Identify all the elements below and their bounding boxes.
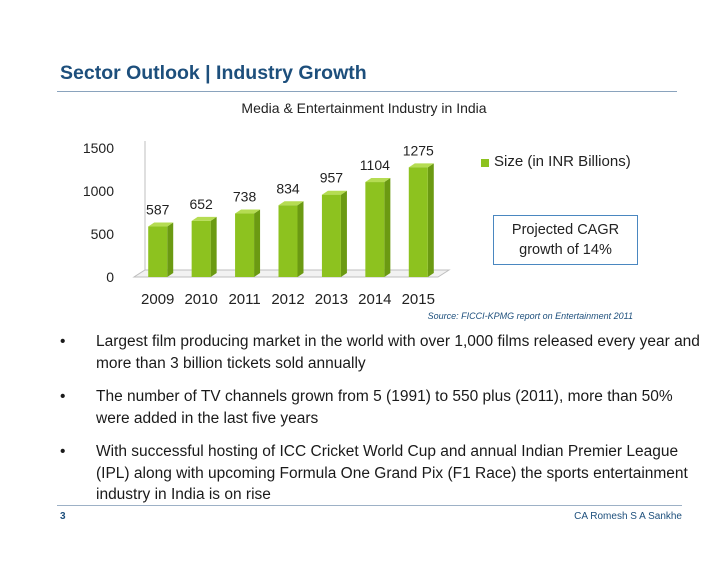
legend-swatch <box>481 158 489 167</box>
bullet-list: • Largest film producing market in the w… <box>60 331 700 518</box>
bar-chart: 0 500 1000 1500 587 2009 652 2010 738 2011 834 2012… <box>83 140 451 308</box>
x-tick-label: 2012 <box>271 291 304 308</box>
bar-top <box>321 190 347 195</box>
x-tick-label: 2014 <box>358 291 391 308</box>
chart-back-wall <box>133 141 146 278</box>
chart-title: Media & Entertainment Industry in India <box>241 100 487 116</box>
bar-top <box>365 178 391 183</box>
bar-side <box>210 216 217 277</box>
bar-top <box>148 222 174 227</box>
y-tick-label: 1000 <box>83 183 114 199</box>
data-label: 834 <box>276 180 300 196</box>
footer-author: CA Romesh S A Sankhe <box>574 511 682 522</box>
bar-top <box>191 216 217 221</box>
bar <box>408 167 428 277</box>
bar-top <box>278 201 304 206</box>
x-tick-label: 2009 <box>141 291 174 308</box>
bullet-marker: • <box>60 333 66 350</box>
chart-legend: Size (in INR Billions) <box>481 153 631 170</box>
cagr-line-1: Projected CAGR <box>511 222 620 238</box>
data-label: 652 <box>189 196 213 212</box>
x-tick-label: 2010 <box>184 291 217 308</box>
footer-divider <box>57 505 682 506</box>
slide-title: Sector Outlook | Industry Growth <box>60 62 367 84</box>
data-label: 1275 <box>403 142 434 158</box>
source-note: Source: FICCI-KPMG report on Entertainme… <box>427 311 633 321</box>
data-label: 738 <box>233 189 257 205</box>
bar-top <box>408 163 434 168</box>
cagr-callout: Projected CAGR growth of 14% <box>493 215 638 265</box>
y-tick-label: 1500 <box>83 140 114 156</box>
bar-side <box>297 201 304 277</box>
bar <box>191 220 211 277</box>
bar-side <box>427 163 434 277</box>
y-tick-label: 0 <box>106 269 114 285</box>
y-tick-label: 500 <box>91 226 115 242</box>
page-number: 3 <box>60 511 66 522</box>
bar-side <box>340 190 347 277</box>
bar <box>365 182 385 277</box>
bullet-text: With successful hosting of ICC Cricket W… <box>96 443 688 503</box>
bar <box>278 205 298 277</box>
x-tick-label: 2011 <box>228 291 260 308</box>
bar-side <box>167 222 174 277</box>
bullet-item: • The number of TV channels grown from 5… <box>60 386 700 429</box>
bar <box>148 226 168 277</box>
bullet-text: Largest film producing market in the wor… <box>96 333 700 372</box>
x-tick-label: 2013 <box>315 291 348 308</box>
title-divider <box>57 91 677 92</box>
x-tick-label: 2015 <box>402 291 435 308</box>
bar-side <box>384 178 391 277</box>
bullet-text: The number of TV channels grown from 5 (… <box>96 388 673 427</box>
bar <box>235 213 255 277</box>
bar-side <box>254 209 261 277</box>
legend-label: Size (in INR Billions) <box>494 153 631 170</box>
bar <box>321 194 341 277</box>
bullet-marker: • <box>60 443 66 460</box>
bullet-item: • Largest film producing market in the w… <box>60 331 700 374</box>
bar-top <box>235 209 261 214</box>
bullet-marker: • <box>60 388 66 405</box>
bullet-item: • With successful hosting of ICC Cricket… <box>60 441 700 506</box>
cagr-line-2: growth of 14% <box>519 242 612 258</box>
data-label: 1104 <box>360 157 390 173</box>
data-label: 957 <box>320 170 344 186</box>
data-label: 587 <box>146 202 170 218</box>
